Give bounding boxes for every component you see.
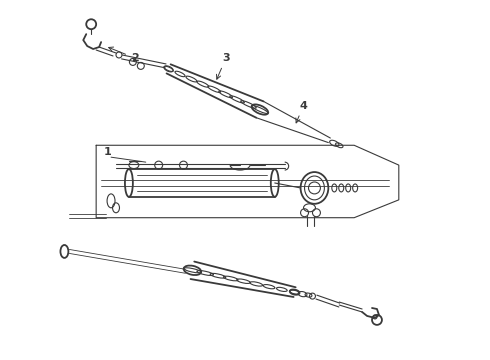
Text: 2: 2 [109, 47, 139, 63]
Text: 1: 1 [104, 147, 112, 157]
Text: 3: 3 [217, 53, 230, 79]
Text: 4: 4 [296, 100, 307, 123]
